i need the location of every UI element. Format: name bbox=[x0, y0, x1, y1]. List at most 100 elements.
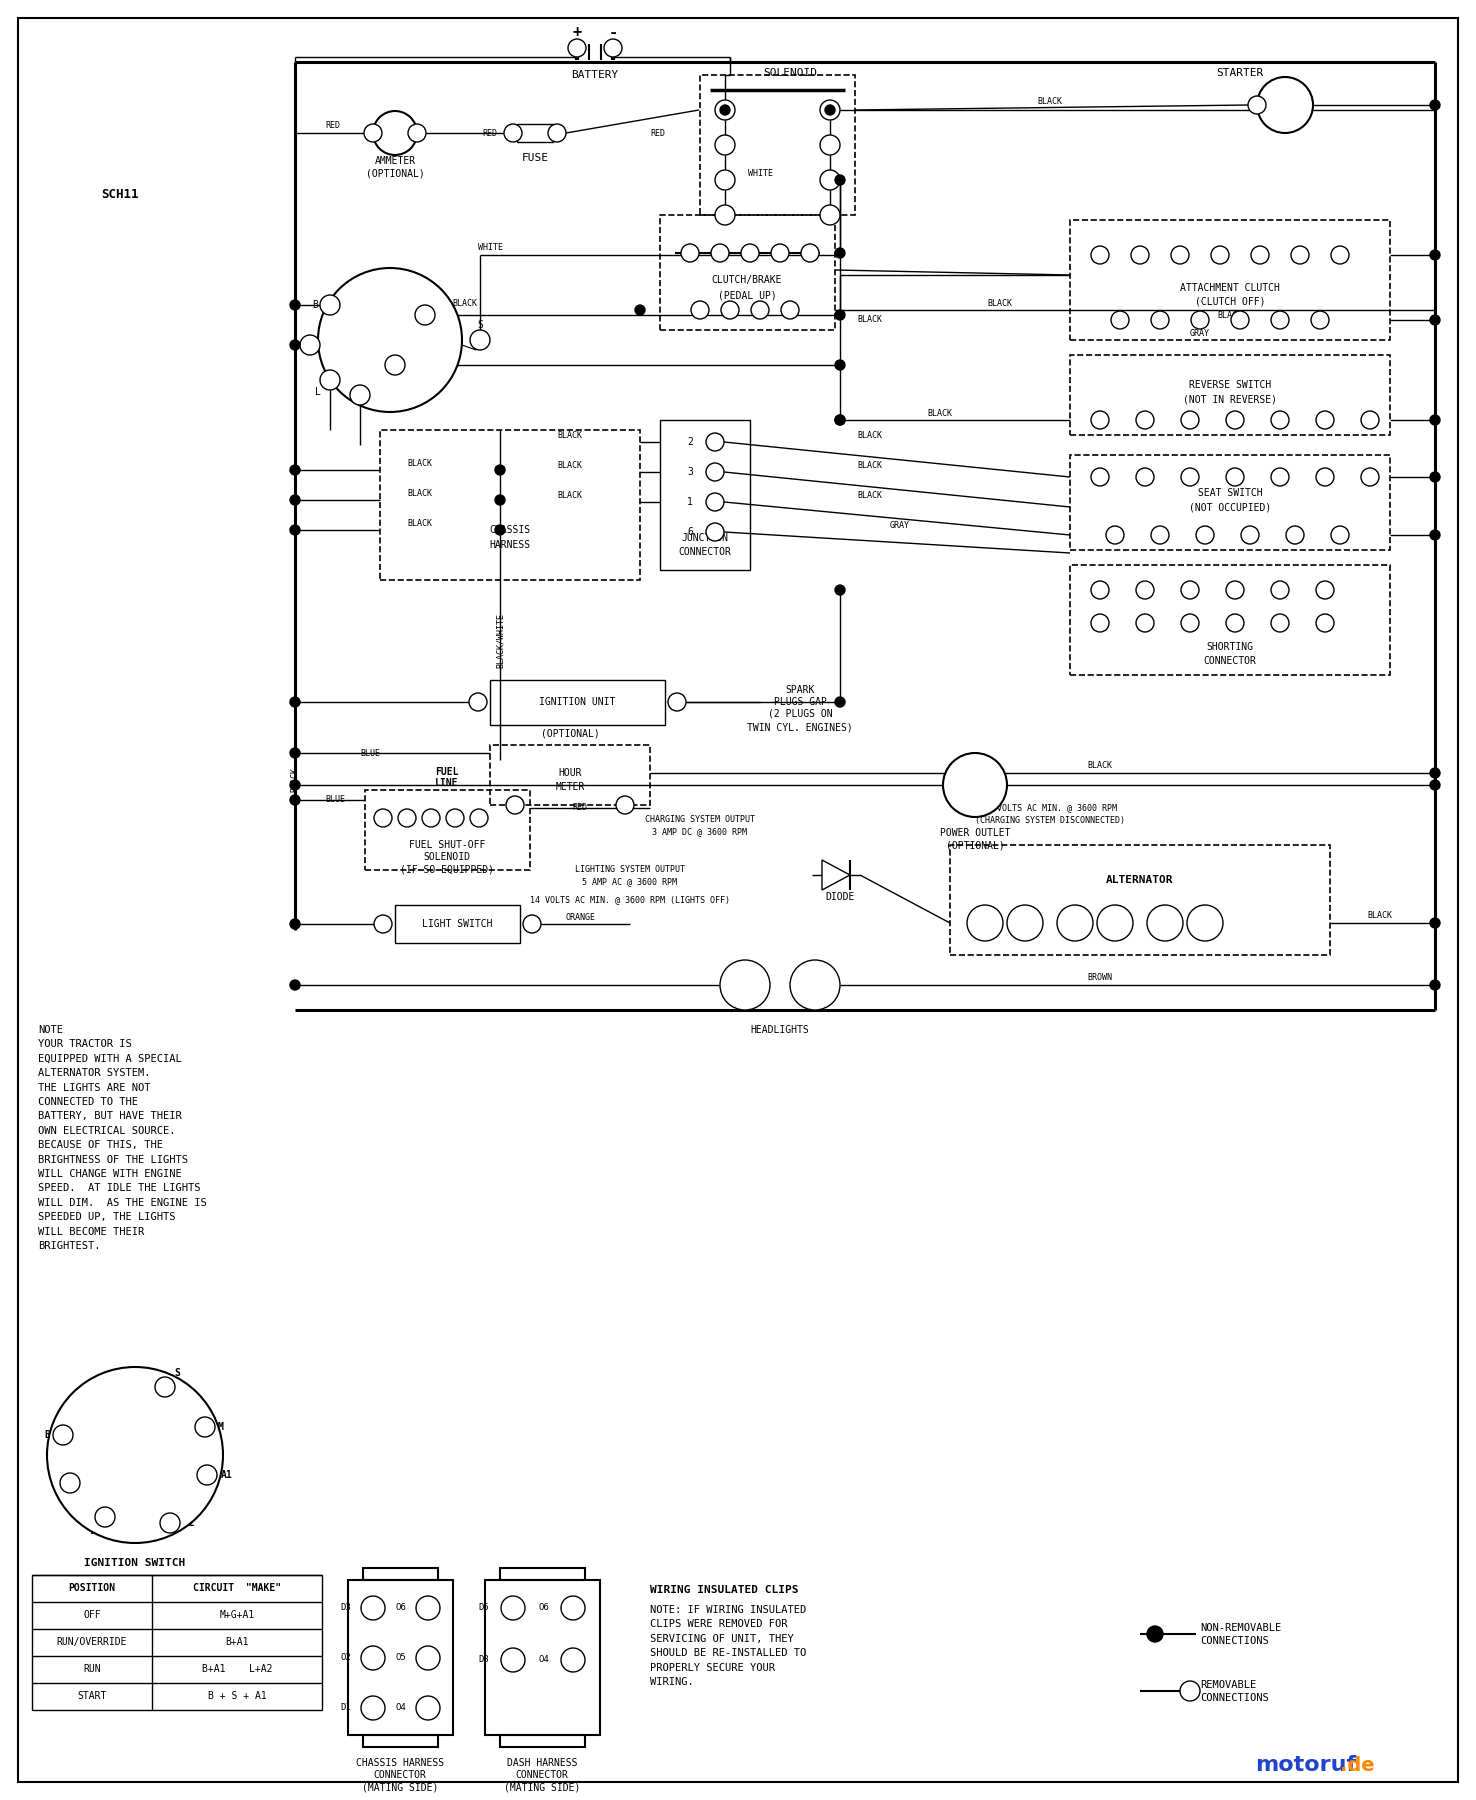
Circle shape bbox=[1147, 1625, 1163, 1642]
Circle shape bbox=[289, 301, 300, 310]
Circle shape bbox=[416, 1645, 440, 1670]
Circle shape bbox=[373, 914, 393, 932]
Text: BLACK: BLACK bbox=[858, 315, 883, 324]
Circle shape bbox=[1317, 468, 1334, 486]
Bar bbox=[951, 844, 1330, 956]
Circle shape bbox=[53, 1426, 72, 1445]
Circle shape bbox=[399, 808, 416, 826]
Text: NON-REMOVABLE: NON-REMOVABLE bbox=[1200, 1624, 1281, 1633]
Text: .de: .de bbox=[1340, 1757, 1374, 1775]
Circle shape bbox=[416, 1696, 440, 1721]
Circle shape bbox=[821, 169, 840, 191]
Text: O2: O2 bbox=[341, 1654, 351, 1663]
Circle shape bbox=[1430, 769, 1441, 778]
Text: FUEL SHUT-OFF: FUEL SHUT-OFF bbox=[409, 841, 486, 850]
Circle shape bbox=[47, 1366, 223, 1543]
Text: WHITE: WHITE bbox=[747, 169, 772, 178]
Circle shape bbox=[1181, 468, 1199, 486]
Circle shape bbox=[711, 245, 729, 263]
Text: SCH11: SCH11 bbox=[102, 189, 139, 202]
Circle shape bbox=[561, 1597, 584, 1620]
Circle shape bbox=[1249, 95, 1266, 113]
Text: CONNECTIONS: CONNECTIONS bbox=[1200, 1694, 1269, 1703]
Text: LINE: LINE bbox=[435, 778, 459, 788]
Circle shape bbox=[320, 371, 339, 391]
Text: FUEL: FUEL bbox=[435, 767, 459, 778]
Text: (MATING SIDE): (MATING SIDE) bbox=[503, 1782, 580, 1793]
Circle shape bbox=[669, 693, 686, 711]
Circle shape bbox=[801, 245, 819, 263]
Text: WHITE: WHITE bbox=[478, 243, 502, 252]
Text: BLACK: BLACK bbox=[407, 459, 432, 468]
Circle shape bbox=[1231, 311, 1249, 329]
Circle shape bbox=[289, 526, 300, 535]
Text: BROWN: BROWN bbox=[1088, 972, 1113, 981]
Circle shape bbox=[289, 796, 300, 805]
Text: 28 VOLTS AC MIN. @ 3600 RPM: 28 VOLTS AC MIN. @ 3600 RPM bbox=[983, 803, 1117, 812]
Text: A: A bbox=[391, 126, 399, 140]
Text: POWER OUTLET: POWER OUTLET bbox=[940, 828, 1010, 839]
Circle shape bbox=[1147, 905, 1182, 941]
Circle shape bbox=[714, 205, 735, 225]
Text: CONNECTIONS: CONNECTIONS bbox=[1200, 1636, 1269, 1645]
Circle shape bbox=[289, 464, 300, 475]
Circle shape bbox=[1181, 614, 1199, 632]
Circle shape bbox=[1057, 905, 1094, 941]
Bar bbox=[660, 214, 835, 329]
Bar bbox=[363, 1568, 438, 1580]
Circle shape bbox=[469, 693, 487, 711]
Circle shape bbox=[1091, 410, 1108, 428]
Text: L: L bbox=[314, 387, 320, 398]
Text: WIRING INSULATED CLIPS: WIRING INSULATED CLIPS bbox=[649, 1586, 799, 1595]
Circle shape bbox=[835, 310, 844, 320]
Circle shape bbox=[373, 112, 418, 155]
Circle shape bbox=[714, 101, 735, 121]
Circle shape bbox=[720, 301, 739, 319]
Circle shape bbox=[706, 493, 725, 511]
Circle shape bbox=[494, 495, 505, 506]
Text: GRAY: GRAY bbox=[890, 520, 911, 529]
Circle shape bbox=[714, 169, 735, 191]
Text: 3 AMP DC @ 3600 RPM: 3 AMP DC @ 3600 RPM bbox=[652, 828, 747, 837]
Bar bbox=[517, 124, 554, 142]
Circle shape bbox=[790, 959, 840, 1010]
Text: L: L bbox=[90, 1526, 96, 1535]
Text: motoruf: motoruf bbox=[1255, 1755, 1356, 1775]
Text: CHARGING SYSTEM OUTPUT: CHARGING SYSTEM OUTPUT bbox=[645, 815, 756, 824]
Text: O6: O6 bbox=[396, 1604, 406, 1613]
Circle shape bbox=[196, 1465, 217, 1485]
Text: BLACK: BLACK bbox=[558, 490, 583, 499]
Circle shape bbox=[1430, 315, 1441, 326]
Text: (OPTIONAL): (OPTIONAL) bbox=[366, 167, 425, 178]
Circle shape bbox=[289, 697, 300, 707]
Text: BLUE: BLUE bbox=[360, 749, 379, 758]
Text: IGNITION UNIT: IGNITION UNIT bbox=[539, 697, 615, 707]
Circle shape bbox=[1191, 311, 1209, 329]
Circle shape bbox=[835, 416, 844, 425]
Bar bbox=[490, 745, 649, 805]
Circle shape bbox=[1430, 250, 1441, 259]
Circle shape bbox=[289, 920, 300, 929]
Circle shape bbox=[289, 340, 300, 349]
Circle shape bbox=[365, 124, 382, 142]
Circle shape bbox=[1091, 581, 1108, 599]
Text: ORANGE: ORANGE bbox=[565, 913, 595, 922]
Circle shape bbox=[289, 495, 300, 506]
Circle shape bbox=[362, 1696, 385, 1721]
Polygon shape bbox=[822, 860, 850, 889]
Text: BLACK: BLACK bbox=[1367, 911, 1392, 920]
Text: BLUE: BLUE bbox=[325, 796, 345, 805]
Text: (OPTIONAL): (OPTIONAL) bbox=[540, 727, 599, 738]
Circle shape bbox=[1271, 311, 1289, 329]
Circle shape bbox=[1106, 526, 1125, 544]
Text: HEADLIGHTS: HEADLIGHTS bbox=[751, 1024, 809, 1035]
Bar bbox=[363, 1735, 438, 1748]
Circle shape bbox=[1227, 614, 1244, 632]
Text: BLACK: BLACK bbox=[1088, 760, 1113, 770]
Circle shape bbox=[1097, 905, 1134, 941]
Text: ALTERNATOR: ALTERNATOR bbox=[1106, 875, 1173, 886]
Text: RED: RED bbox=[483, 128, 497, 137]
Circle shape bbox=[1430, 979, 1441, 990]
Circle shape bbox=[1331, 526, 1349, 544]
Circle shape bbox=[159, 1514, 180, 1534]
